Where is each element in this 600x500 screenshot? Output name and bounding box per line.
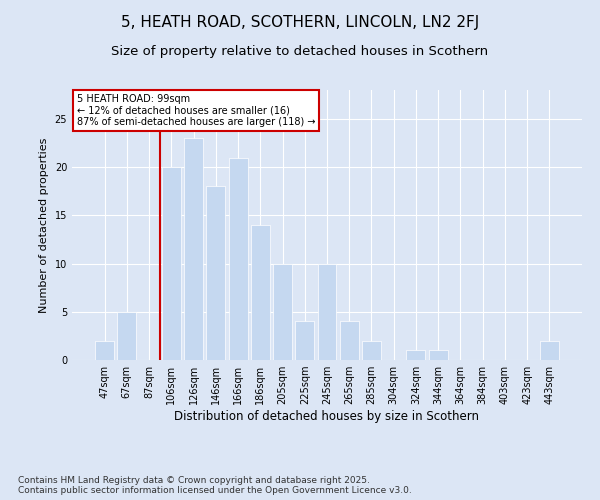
Bar	[229, 158, 248, 360]
Bar	[184, 138, 203, 360]
Bar	[273, 264, 292, 360]
X-axis label: Distribution of detached houses by size in Scothern: Distribution of detached houses by size …	[175, 410, 479, 423]
Bar	[95, 340, 114, 360]
Text: Contains HM Land Registry data © Crown copyright and database right 2025.
Contai: Contains HM Land Registry data © Crown c…	[18, 476, 412, 495]
Bar	[429, 350, 448, 360]
Bar	[118, 312, 136, 360]
Bar	[295, 322, 314, 360]
Bar	[206, 186, 225, 360]
Bar	[362, 340, 381, 360]
Text: 5, HEATH ROAD, SCOTHERN, LINCOLN, LN2 2FJ: 5, HEATH ROAD, SCOTHERN, LINCOLN, LN2 2F…	[121, 15, 479, 30]
Bar	[406, 350, 425, 360]
Text: Size of property relative to detached houses in Scothern: Size of property relative to detached ho…	[112, 45, 488, 58]
Bar	[540, 340, 559, 360]
Text: 5 HEATH ROAD: 99sqm
← 12% of detached houses are smaller (16)
87% of semi-detach: 5 HEATH ROAD: 99sqm ← 12% of detached ho…	[77, 94, 316, 127]
Bar	[162, 167, 181, 360]
Bar	[340, 322, 359, 360]
Y-axis label: Number of detached properties: Number of detached properties	[39, 138, 49, 312]
Bar	[251, 225, 270, 360]
Bar	[317, 264, 337, 360]
